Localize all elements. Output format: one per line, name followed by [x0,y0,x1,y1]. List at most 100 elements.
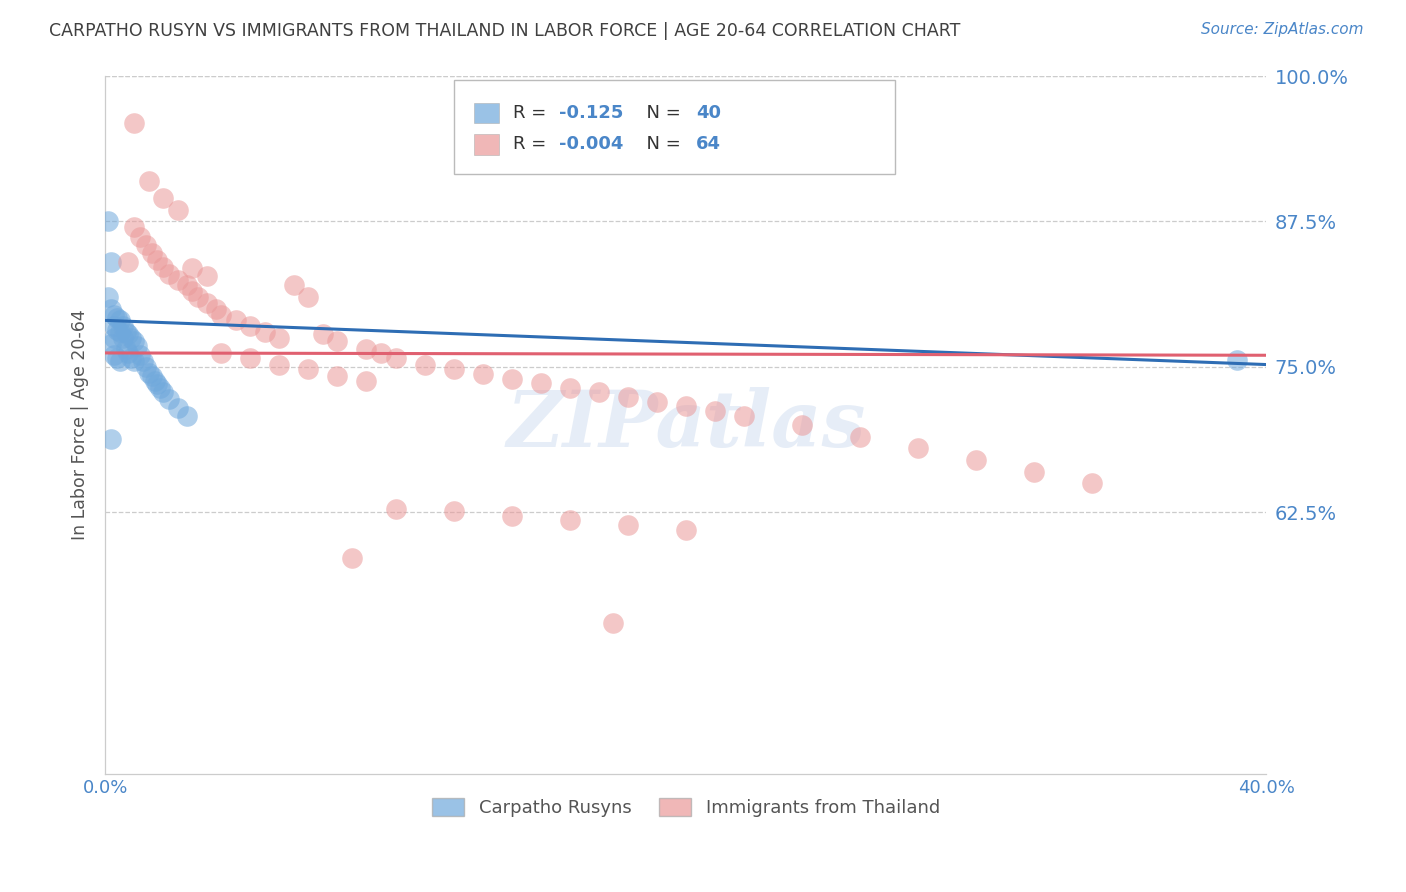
Point [103,319,125,334]
Text: N =: N = [634,104,686,122]
Point [108,354,131,368]
Point [239,319,262,334]
Point [143,374,166,388]
Point [120,351,142,365]
Point [602,615,624,630]
Point [384,501,406,516]
Point [111,331,134,345]
Point [117,327,139,342]
Point [297,362,319,376]
Point [269,331,291,345]
Point [204,301,226,316]
Point [588,385,610,400]
Point [326,334,349,349]
Point [149,381,172,395]
Point [312,327,335,342]
Point [558,513,581,527]
Point [127,339,149,353]
Text: R =: R = [513,104,551,122]
Point [129,229,152,244]
Point [195,296,218,310]
Point [129,348,152,362]
Point [443,362,465,376]
Point [146,252,169,267]
Point [413,358,436,372]
Point [146,377,169,392]
Point [340,550,363,565]
Legend: Carpatho Rusyns, Immigrants from Thailand: Carpatho Rusyns, Immigrants from Thailan… [425,790,948,824]
Point [100,255,122,269]
Bar [474,103,499,123]
Point [157,267,180,281]
Point [356,374,378,388]
Point [103,308,125,322]
Point [225,313,247,327]
Point [501,508,523,523]
Point [1081,476,1104,491]
Point [443,504,465,518]
Point [558,381,581,395]
Point [117,346,139,360]
Point [239,351,262,365]
Point [105,323,128,337]
Point [530,376,553,391]
Point [105,351,128,365]
Point [209,346,232,360]
Point [108,325,131,339]
Point [120,331,142,345]
Point [97,290,120,304]
Point [114,343,136,357]
Text: ZIPatlas: ZIPatlas [506,387,866,463]
Point [100,301,122,316]
Point [384,351,406,365]
Point [181,260,204,275]
Point [501,371,523,385]
Point [122,334,145,349]
Point [132,354,155,368]
Point [138,366,160,380]
Point [152,385,174,400]
Point [141,369,163,384]
Point [703,404,725,418]
Text: 40: 40 [696,104,721,122]
Point [105,311,128,326]
Point [370,346,392,360]
Point [97,214,120,228]
Point [122,115,145,129]
Point [965,453,987,467]
Text: -0.004: -0.004 [560,136,624,153]
Point [166,401,188,415]
Point [166,272,188,286]
Bar [474,134,499,155]
Point [617,518,640,533]
Point [176,278,198,293]
Point [253,325,276,339]
Text: N =: N = [634,136,686,153]
Point [122,354,145,368]
Text: CARPATHO RUSYN VS IMMIGRANTS FROM THAILAND IN LABOR FORCE | AGE 20-64 CORRELATIO: CARPATHO RUSYN VS IMMIGRANTS FROM THAILA… [49,22,960,40]
Point [122,220,145,235]
Point [100,336,122,351]
Point [181,285,204,299]
FancyBboxPatch shape [454,79,894,174]
Point [176,409,198,423]
Point [100,432,122,446]
Point [114,325,136,339]
Point [297,290,319,304]
Point [790,418,813,433]
Point [135,359,157,374]
Point [617,390,640,404]
Point [111,319,134,334]
Point [152,260,174,274]
Point [1226,352,1249,367]
Point [471,367,494,381]
Point [733,409,755,423]
Point [103,348,125,362]
Point [675,523,697,537]
Point [326,369,349,384]
Point [209,308,232,322]
Point [135,237,157,252]
Text: Source: ZipAtlas.com: Source: ZipAtlas.com [1201,22,1364,37]
Text: 64: 64 [696,136,721,153]
Point [849,430,872,444]
